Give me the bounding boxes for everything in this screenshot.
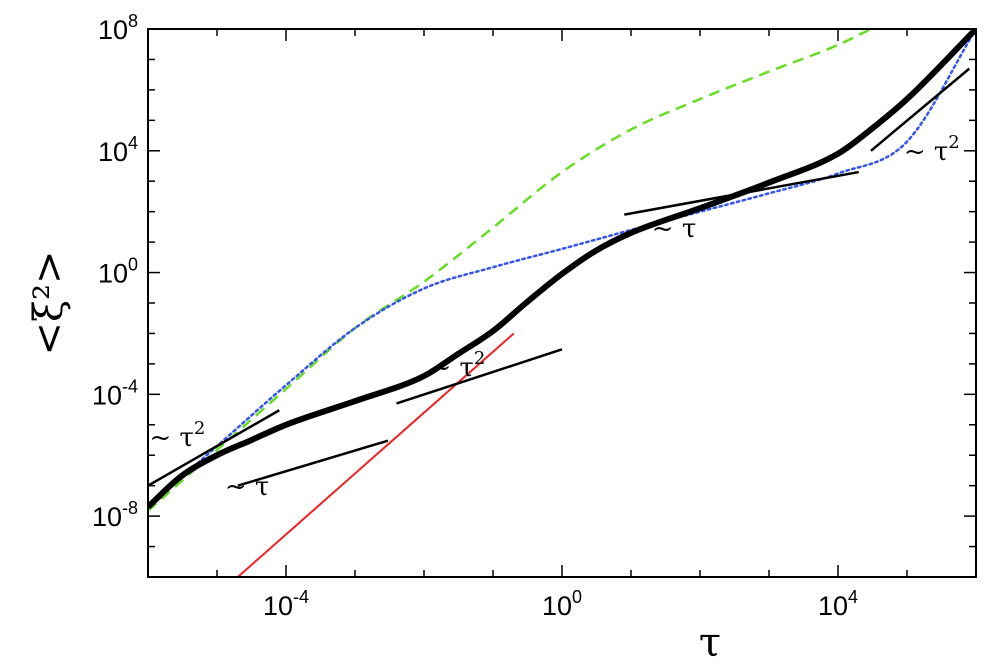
slope-annotation: ~ τ xyxy=(652,214,696,244)
series-dashed-line xyxy=(148,29,872,512)
y-tick-label: 104 xyxy=(98,133,138,167)
y-axis-label: <ξ²> xyxy=(26,250,72,355)
slope-annotation: ~ τ2 xyxy=(904,132,960,167)
x-tick-label: 100 xyxy=(542,587,582,621)
x-tick-label: 104 xyxy=(818,587,858,621)
x-tick-label: 10-4 xyxy=(263,587,309,621)
plot-frame xyxy=(147,28,977,578)
y-tick-label: 100 xyxy=(98,255,138,289)
reference-slope-line xyxy=(148,409,280,487)
reference-slope-line xyxy=(237,439,389,487)
reference-slope-line xyxy=(870,67,971,152)
y-tick-label: 10-4 xyxy=(92,376,138,410)
y-tick-label: 10-8 xyxy=(92,498,138,532)
reference-slope-line xyxy=(624,170,859,216)
slope-annotation: ~ τ2 xyxy=(429,348,485,383)
series-layer xyxy=(148,29,976,577)
reference-slope-line xyxy=(396,348,563,405)
ticks: 10-4 100 104 10-8 10-4 100 104 108 xyxy=(92,11,976,621)
slope-annotation: ~ τ2 xyxy=(149,418,205,453)
y-tick-label: 108 xyxy=(98,11,138,45)
series-dotted-line xyxy=(148,29,976,509)
slope-annotation: ~ τ xyxy=(225,472,269,502)
series-solid-thin-line xyxy=(237,332,515,577)
annotations: ~ τ2 ~ τ ~ τ2 ~ τ ~ τ2 xyxy=(149,132,959,502)
x-axis-label: τ xyxy=(699,620,721,666)
series-solid-thick-line xyxy=(148,29,976,510)
reference-lines xyxy=(148,67,971,487)
